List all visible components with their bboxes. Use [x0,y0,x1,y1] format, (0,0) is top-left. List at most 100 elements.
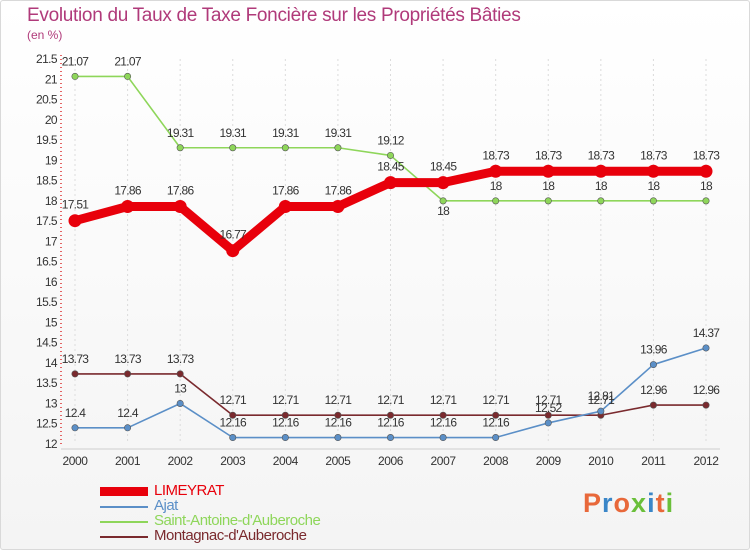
logo-letter: x [631,488,648,518]
legend-item-limeyrat: LIMEYRAT [100,482,430,499]
data-label: 18.73 [693,148,721,162]
data-point [492,197,500,205]
data-label: 12.52 [535,401,563,415]
y-tick-label: 16 [45,275,58,289]
y-tick-label: 14 [45,356,58,370]
data-point [278,200,292,214]
x-tick-label: 2006 [378,454,404,468]
y-tick-label: 21.5 [36,52,58,66]
data-point [226,244,240,258]
legend-swatch [100,506,148,508]
data-label: 13.73 [167,352,195,366]
data-point [124,370,132,378]
y-unit-label: (en %) [27,28,63,42]
y-tick-label: 17.5 [36,214,58,228]
data-label: 17.86 [272,184,300,198]
legend-swatch [100,487,148,496]
data-label: 18.45 [430,160,458,174]
data-label: 21.07 [114,54,142,68]
data-label: 18.45 [377,160,405,174]
data-label: 12.4 [117,406,139,420]
data-label: 21.07 [62,54,90,68]
x-tick-label: 2010 [588,454,614,468]
legend-swatch [100,521,148,523]
data-label: 18 [437,204,450,218]
logo-letter: i [647,488,656,518]
data-label: 13.73 [114,352,142,366]
data-point [229,144,237,152]
data-label: 12.16 [430,416,458,430]
data-label: 19.12 [377,133,405,147]
y-tick-label: 13 [45,396,58,410]
data-point [281,434,289,442]
y-tick-label: 20.5 [36,93,58,107]
x-tick-label: 2005 [325,454,351,468]
data-label: 12.71 [272,393,300,407]
data-point [702,197,710,205]
data-label: 19.31 [325,126,353,140]
logo-letter: o [613,488,632,518]
data-point [229,411,237,419]
data-label: 18.73 [588,148,616,162]
y-tick-label: 21 [45,72,58,86]
legend-item-montagnac: Montagnac-d'Auberoche [100,527,430,544]
data-label: 18 [490,179,503,193]
legend-label: LIMEYRAT [154,482,224,499]
data-point [699,164,713,178]
y-tick-label: 17 [45,234,58,248]
data-label: 12.71 [482,393,510,407]
data-point [439,411,447,419]
data-point [544,197,552,205]
y-tick-label: 12 [45,437,58,451]
data-label: 18 [700,179,713,193]
data-point [702,344,710,352]
data-point [334,434,342,442]
data-point [281,411,289,419]
legend-swatch [100,536,148,538]
data-label: 18 [647,179,660,193]
data-label: 12.16 [219,416,247,430]
data-label: 16.77 [219,228,247,242]
data-label: 19.31 [272,126,300,140]
data-point [386,411,394,419]
x-tick-label: 2003 [220,454,246,468]
x-tick-label: 2000 [62,454,88,468]
data-point [649,361,657,369]
data-point [229,434,237,442]
data-label: 13 [174,381,187,395]
y-tick-label: 14.5 [36,336,58,350]
data-label: 19.31 [219,126,247,140]
data-label: 12.16 [272,416,300,430]
x-tick-label: 2004 [273,454,299,468]
data-label: 18.73 [535,148,563,162]
data-label: 12.96 [640,383,668,397]
y-tick-label: 16.5 [36,255,58,269]
data-label: 17.86 [114,184,142,198]
data-point [71,370,79,378]
data-label: 12.16 [482,416,510,430]
x-tick-label: 2007 [431,454,457,468]
data-point [597,197,605,205]
data-label: 12.16 [325,416,353,430]
legend-item-ajat: Ajat [100,497,430,514]
data-point [702,401,710,409]
logo-letter: r [602,488,614,518]
data-label: 12.4 [65,406,87,420]
data-point [124,72,132,80]
data-point [71,424,79,432]
data-point [541,164,555,178]
data-point [331,200,345,214]
data-point [492,434,500,442]
legend-label: Saint-Antoine-d'Auberoche [154,512,321,529]
data-point [176,370,184,378]
data-label: 17.86 [325,184,353,198]
data-point [436,176,450,190]
y-tick-label: 18.5 [36,174,58,188]
proxiti-logo: Proxiti [583,488,674,519]
y-tick-label: 15 [45,315,58,329]
logo-letter: t [655,488,666,518]
data-point [68,214,82,228]
data-point [334,411,342,419]
data-label: 17.86 [167,184,195,198]
